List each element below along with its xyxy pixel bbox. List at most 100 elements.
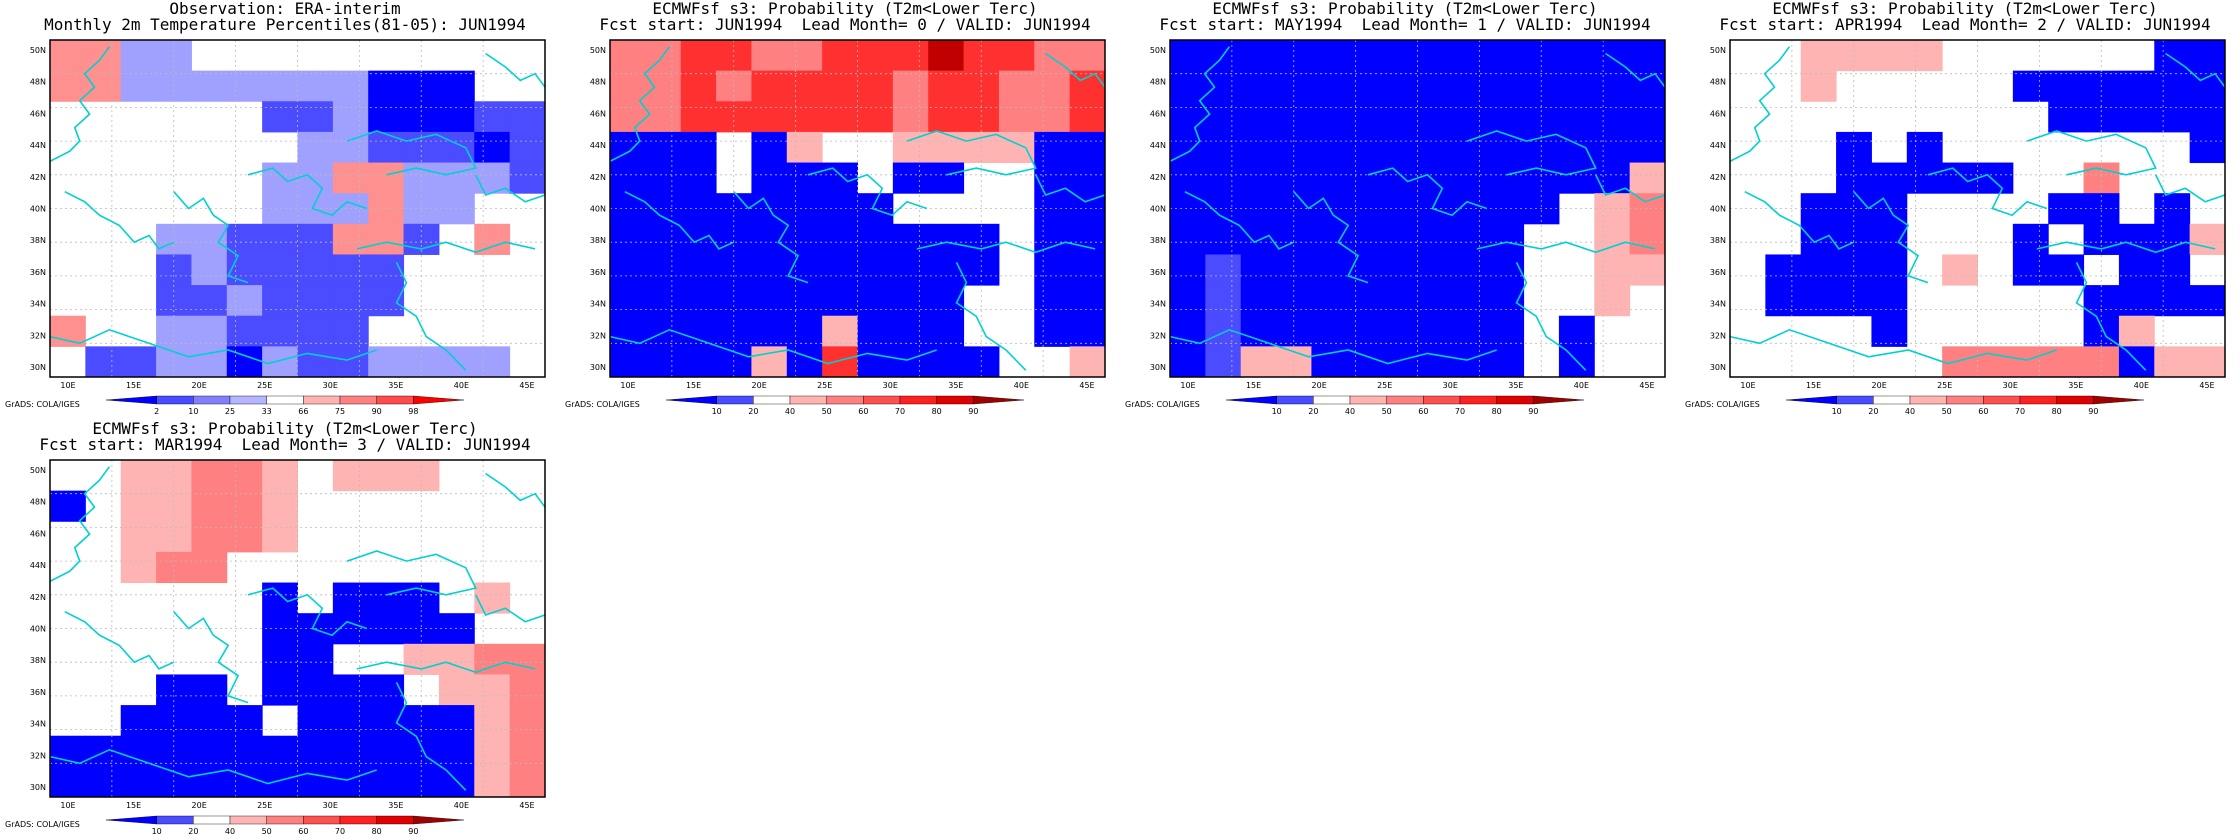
lat-label: 38N — [1150, 236, 1166, 245]
grid-cell — [1942, 346, 1978, 378]
grid-cell — [1276, 131, 1312, 164]
colorbar-segment — [863, 395, 901, 405]
colorbar-segment — [1349, 395, 1387, 405]
grid-cell — [1629, 162, 1666, 194]
grid-cell — [474, 705, 511, 737]
grid-cell — [822, 70, 858, 102]
coastline — [1729, 328, 2057, 365]
grid-cell — [786, 101, 823, 133]
grid-cell — [332, 285, 369, 317]
grid-cell — [1170, 254, 1206, 286]
grid-cell — [751, 131, 788, 164]
coastline — [1515, 262, 1587, 371]
grid-cell — [680, 162, 717, 194]
lon-label: 45E — [1639, 381, 1654, 390]
coastline — [474, 174, 546, 203]
colorbar-label: 60 — [858, 407, 868, 416]
lon-label: 10E — [1740, 381, 1755, 390]
grid-cell — [892, 223, 929, 255]
lon-label: 40E — [454, 381, 469, 390]
lat-label: 40N — [30, 205, 46, 214]
grid-cell — [2012, 346, 2049, 378]
coastline — [1927, 167, 2048, 217]
coastline — [1476, 241, 1656, 254]
grid-cell — [786, 193, 823, 225]
grid-cell — [1069, 101, 1106, 133]
grid-cell — [262, 101, 298, 133]
grid-cell — [509, 101, 546, 133]
grid-cell — [822, 40, 858, 72]
grid-cell — [1871, 285, 1908, 317]
grid-cell — [1452, 40, 1489, 72]
lon-label: 30E — [1443, 381, 1458, 390]
grid-cell — [2154, 193, 2191, 225]
grid-cell — [1800, 285, 1837, 317]
colorbar-segment — [1946, 395, 1984, 405]
grid-cell — [998, 70, 1035, 102]
grid-cell — [2118, 285, 2155, 317]
grid-cell — [368, 70, 405, 102]
lat-label: 32N — [30, 751, 46, 760]
colorbar-label: 40 — [1905, 407, 1915, 416]
colorbar-segment — [105, 395, 157, 405]
grid-cell — [1452, 346, 1489, 378]
grid-cell — [262, 582, 298, 614]
grid-cell — [1311, 70, 1348, 102]
colorbar-segment — [1313, 395, 1351, 405]
grid-cell — [297, 643, 334, 675]
colorbar-label: 40 — [1345, 407, 1355, 416]
lon-label: 10E — [60, 381, 75, 390]
colorbar-segment — [789, 395, 827, 405]
grid-cell — [928, 315, 965, 347]
coastline — [356, 661, 536, 674]
grid-cell — [1594, 70, 1631, 102]
grid-cell — [332, 315, 369, 347]
lat-label: 34N — [1710, 300, 1726, 309]
grid-cell — [751, 315, 788, 347]
grid-cell — [1382, 346, 1418, 378]
grid-cell — [1034, 285, 1071, 317]
grid-cell — [610, 40, 646, 72]
coastline — [485, 472, 546, 508]
grid-cell — [1765, 254, 1802, 286]
grid-cell — [120, 766, 157, 798]
lat-label: 42N — [1710, 173, 1726, 182]
grid-cell — [680, 101, 717, 133]
grid-cell — [226, 70, 263, 102]
grid-cell — [1906, 131, 1943, 164]
grid-cell — [2189, 101, 2226, 133]
grid-cell — [2118, 254, 2155, 286]
colorbar: 10 20 40 50 60 70 80 90 — [1785, 394, 2145, 416]
grid-cell — [1765, 285, 1802, 317]
lon-label: 30E — [883, 381, 898, 390]
lon-label: 25E — [817, 381, 832, 390]
grid-cell — [1558, 40, 1595, 72]
lat-label: 30N — [1710, 363, 1726, 372]
lon-label: 35E — [948, 381, 963, 390]
grid-cell — [509, 131, 546, 164]
grid-cell — [262, 674, 298, 706]
grid-cell — [680, 131, 717, 164]
grid-cell — [297, 346, 334, 378]
panel-subtitle: Fcst start: MAR1994 Lead Month= 3 / VALI… — [39, 435, 531, 454]
grid-cell — [786, 70, 823, 102]
colorbar-label: 70 — [895, 407, 905, 416]
map-plot: 50N 48N 46N 44N 42N 40N 38N 36N 34N 32N 30N 10E 15E 2… — [30, 39, 546, 390]
grid-cell — [2048, 70, 2085, 102]
grid-cell — [1382, 162, 1418, 194]
grid-cell — [1170, 223, 1206, 255]
grid-cell — [191, 70, 228, 102]
colorbar-segment — [973, 395, 1025, 405]
colorbar-segment — [413, 815, 465, 825]
colorbar-segment — [1533, 395, 1585, 405]
grid-cell — [474, 346, 511, 378]
colorbar-segment — [1496, 395, 1534, 405]
colorbar-segment — [716, 395, 754, 405]
colorbar-segment — [1836, 395, 1874, 405]
lon-label: 15E — [686, 381, 701, 390]
colorbar-segment — [1386, 395, 1424, 405]
grid-cell — [120, 735, 157, 767]
coastline — [346, 550, 477, 596]
grid-cell — [928, 40, 965, 72]
grid-cell — [1346, 131, 1383, 164]
